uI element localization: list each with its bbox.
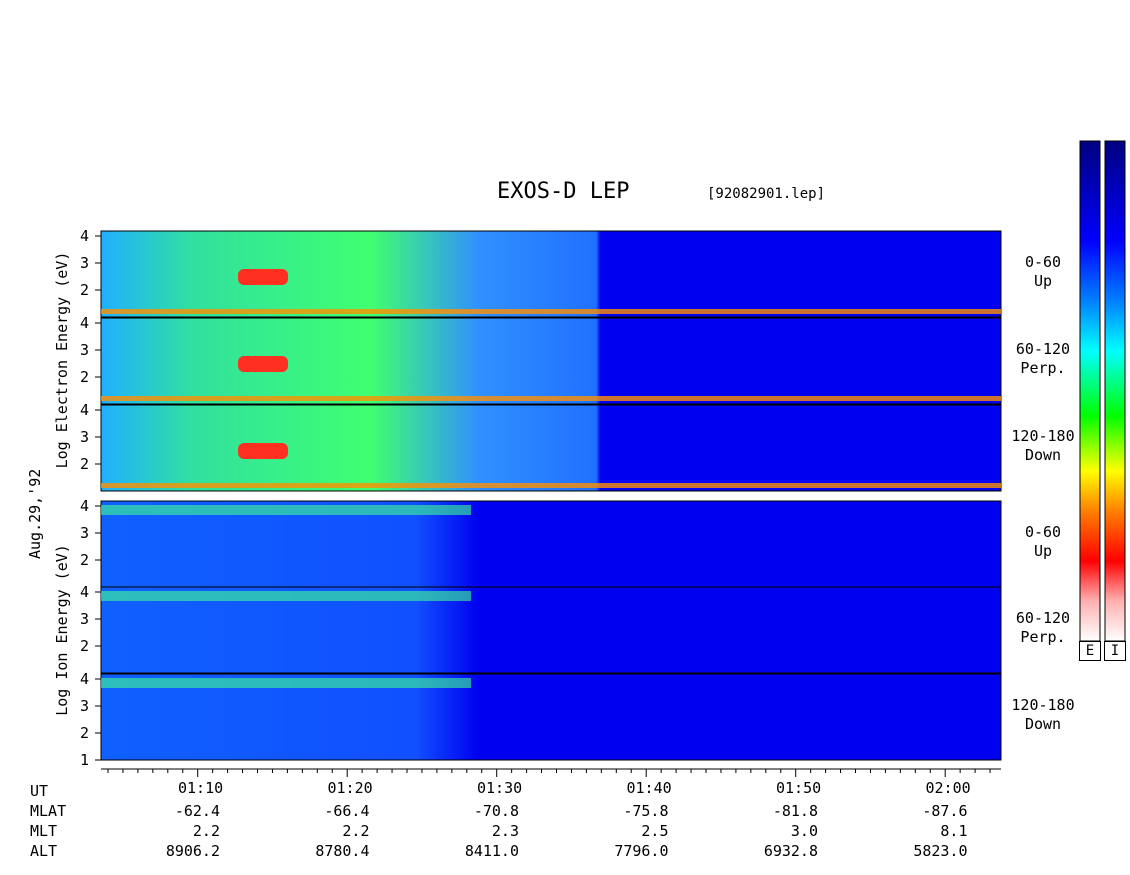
panel-label-electron-2: 120-180 Down [1011, 427, 1075, 464]
x-tick-label: 01:30 [477, 779, 523, 797]
x-tick-label: 01:10 [178, 779, 224, 797]
ephemeris-value-mlt: 2.2 [192, 822, 220, 840]
intensity-patch [238, 443, 288, 459]
ephemeris-value-alt: 8780.4 [315, 842, 370, 860]
y-tick-label: 2 [80, 455, 90, 473]
ephemeris-value-mlat: -75.8 [623, 802, 669, 820]
x-tick-label: 01:20 [327, 779, 373, 797]
low-energy-band [101, 483, 1001, 488]
ephemeris-value-mlt: 2.2 [342, 822, 370, 840]
ephemeris-value-mlat: -62.4 [174, 802, 220, 820]
y-tick-label: 3 [80, 428, 90, 446]
ephemeris-value-alt: 6932.8 [763, 842, 818, 860]
y-tick-label: 4 [80, 497, 90, 515]
y-tick-label: 3 [80, 697, 90, 715]
y-tick-label: 4 [80, 583, 90, 601]
y-tick-label: 3 [80, 341, 90, 359]
ephemeris-value-mlt: 2.5 [641, 822, 669, 840]
y-tick-label: 3 [80, 524, 90, 542]
ephemeris-value-mlt: 8.1 [940, 822, 968, 840]
panel-label-ion-2: 120-180 Down [1011, 696, 1075, 733]
ephemeris-value-mlat: -87.6 [922, 802, 968, 820]
low-energy-band [101, 309, 1001, 314]
ephemeris-value-mlat: -81.8 [772, 802, 818, 820]
colorbar-label-ion: I [1104, 641, 1126, 661]
ion-band [101, 505, 471, 515]
axes [95, 235, 1001, 777]
y-tick-label: 1 [80, 751, 90, 769]
ephemeris-value-alt: 5823.0 [913, 842, 968, 860]
x-tick-label: 02:00 [925, 779, 971, 797]
panel-label-electron-0: 0-60 Up [1024, 253, 1062, 290]
y-axis-label-electron: Log Electron Energy (eV) [53, 251, 71, 469]
x-tick-label: 01:50 [776, 779, 822, 797]
spectrogram-panel [100, 317, 1002, 405]
ion-band [101, 591, 471, 601]
ephemeris-value-mlt: 3.0 [790, 822, 818, 840]
spectrogram-panel [100, 586, 1002, 674]
ephemeris-row-label: MLT [30, 822, 58, 840]
y-tick-label: 2 [80, 281, 90, 299]
ephemeris-row-label: MLAT [30, 802, 67, 820]
spectrogram-panel [100, 673, 1002, 761]
intensity-patch [238, 269, 288, 285]
y-tick-label: 2 [80, 637, 90, 655]
date-label: Aug.29,'92 [26, 468, 44, 559]
y-tick-label: 2 [80, 724, 90, 742]
y-tick-label: 2 [80, 551, 90, 569]
ephemeris-value-mlat: -66.4 [324, 802, 370, 820]
x-tick-label: 01:40 [626, 779, 672, 797]
ephemeris-row-label: UT [30, 782, 49, 800]
y-tick-label: 3 [80, 610, 90, 628]
y-tick-label: 4 [80, 401, 90, 419]
panel-label-ion-1: 60-120 Perp. [1015, 609, 1071, 646]
colorbar-label-electron: E [1079, 641, 1101, 661]
spectrogram-panel [100, 230, 1002, 318]
colorbar-electron [1079, 140, 1101, 642]
ephemeris-value-mlat: -70.8 [473, 802, 519, 820]
spectrogram-panel [100, 404, 1002, 492]
y-tick-label: 2 [80, 368, 90, 386]
low-energy-band [101, 396, 1001, 401]
ion-band [101, 678, 471, 688]
y-axis-label-ion: Log Ion Energy (eV) [53, 543, 71, 716]
panel-label-electron-1: 60-120 Perp. [1015, 340, 1071, 377]
ephemeris-row-label: ALT [30, 842, 58, 860]
intensity-patch [238, 356, 288, 372]
y-tick-label: 4 [80, 227, 90, 245]
ephemeris-value-alt: 8411.0 [464, 842, 519, 860]
y-tick-label: 4 [80, 670, 90, 688]
spectrogram-panels [100, 230, 1002, 761]
ephemeris-value-alt: 8906.2 [165, 842, 220, 860]
ephemeris-value-mlt: 2.3 [491, 822, 519, 840]
chart-title: EXOS-D LEP [497, 179, 630, 204]
y-tick-label: 3 [80, 254, 90, 272]
panel-label-ion-0: 0-60 Up [1024, 523, 1062, 560]
ephemeris-value-alt: 7796.0 [614, 842, 669, 860]
spectrogram-panel [100, 500, 1002, 588]
y-tick-label: 4 [80, 314, 90, 332]
colorbar-ion [1104, 140, 1126, 642]
file-name-label: [92082901.lep] [707, 186, 826, 202]
